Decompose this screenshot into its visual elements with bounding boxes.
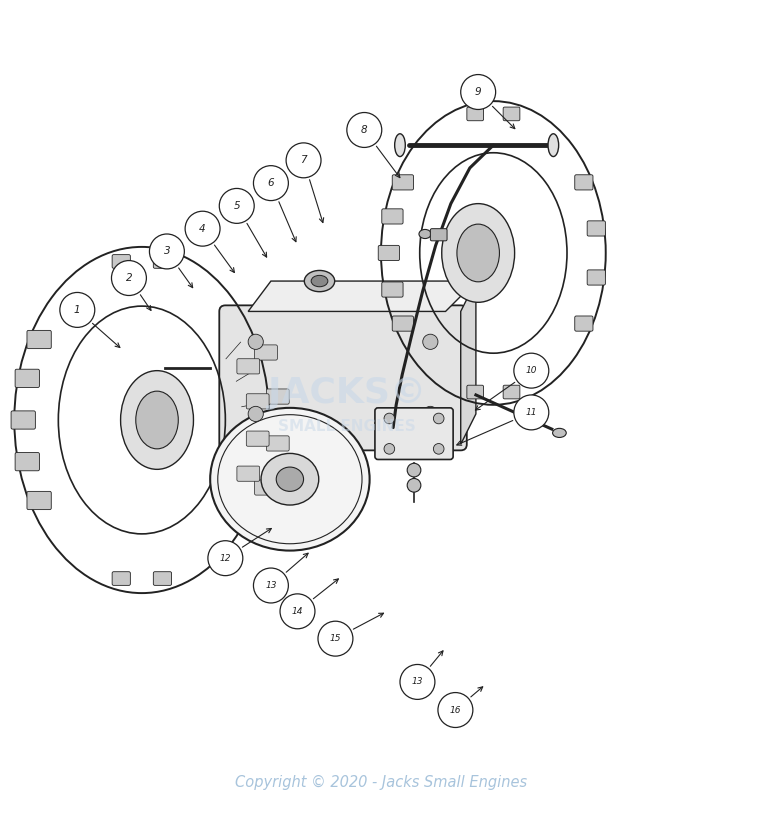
Circle shape — [248, 407, 264, 422]
Ellipse shape — [457, 224, 499, 282]
Circle shape — [149, 234, 184, 269]
Text: 2: 2 — [126, 273, 133, 283]
Circle shape — [318, 622, 353, 656]
Ellipse shape — [442, 203, 514, 302]
Circle shape — [254, 568, 288, 603]
Ellipse shape — [419, 229, 431, 239]
Text: 12: 12 — [219, 554, 231, 563]
FancyBboxPatch shape — [112, 572, 130, 585]
Text: 13: 13 — [411, 677, 423, 686]
Ellipse shape — [304, 270, 335, 291]
Circle shape — [185, 211, 220, 246]
FancyBboxPatch shape — [27, 491, 51, 510]
Text: 4: 4 — [200, 223, 206, 234]
Circle shape — [434, 444, 444, 454]
Text: 16: 16 — [450, 706, 461, 715]
FancyBboxPatch shape — [588, 221, 605, 236]
Circle shape — [407, 479, 421, 492]
Text: 1: 1 — [74, 305, 81, 315]
Circle shape — [423, 407, 438, 422]
Text: 15: 15 — [330, 634, 341, 643]
FancyBboxPatch shape — [575, 316, 593, 331]
FancyBboxPatch shape — [246, 394, 269, 409]
FancyBboxPatch shape — [378, 245, 399, 260]
Text: Copyright © 2020 - Jacks Small Engines: Copyright © 2020 - Jacks Small Engines — [235, 775, 527, 790]
FancyBboxPatch shape — [267, 436, 289, 451]
Ellipse shape — [210, 408, 370, 550]
FancyBboxPatch shape — [219, 306, 467, 450]
FancyBboxPatch shape — [15, 370, 40, 387]
Text: 9: 9 — [475, 87, 482, 97]
Text: 6: 6 — [267, 178, 274, 188]
Circle shape — [280, 594, 315, 629]
Circle shape — [254, 165, 288, 201]
FancyBboxPatch shape — [153, 572, 171, 585]
Ellipse shape — [548, 134, 559, 156]
FancyBboxPatch shape — [27, 330, 51, 349]
Circle shape — [407, 464, 421, 477]
FancyBboxPatch shape — [382, 209, 403, 224]
FancyBboxPatch shape — [575, 175, 593, 190]
Text: JACKS©: JACKS© — [267, 376, 426, 411]
Ellipse shape — [136, 391, 178, 449]
Circle shape — [384, 413, 395, 424]
Circle shape — [461, 75, 495, 109]
Circle shape — [434, 413, 444, 424]
Text: 13: 13 — [265, 581, 277, 590]
Circle shape — [514, 395, 549, 430]
Text: SMALL ENGINES: SMALL ENGINES — [278, 418, 416, 433]
FancyBboxPatch shape — [375, 408, 453, 459]
FancyBboxPatch shape — [392, 316, 414, 331]
Text: 3: 3 — [164, 246, 170, 256]
Ellipse shape — [552, 428, 566, 438]
FancyBboxPatch shape — [392, 175, 414, 190]
Polygon shape — [248, 281, 476, 312]
FancyBboxPatch shape — [503, 386, 520, 399]
Circle shape — [111, 260, 146, 296]
Circle shape — [400, 664, 435, 700]
FancyBboxPatch shape — [237, 466, 260, 481]
FancyBboxPatch shape — [246, 431, 269, 446]
Ellipse shape — [311, 276, 328, 286]
Ellipse shape — [277, 467, 303, 491]
Circle shape — [384, 444, 395, 454]
FancyBboxPatch shape — [11, 411, 35, 429]
Circle shape — [514, 353, 549, 388]
Text: 10: 10 — [526, 366, 537, 375]
FancyBboxPatch shape — [382, 282, 403, 297]
Ellipse shape — [261, 454, 319, 505]
Text: 14: 14 — [292, 606, 303, 616]
Circle shape — [423, 334, 438, 349]
FancyBboxPatch shape — [503, 107, 520, 121]
FancyBboxPatch shape — [237, 359, 260, 374]
Text: 5: 5 — [233, 201, 240, 211]
FancyBboxPatch shape — [267, 389, 289, 404]
Text: 11: 11 — [526, 408, 537, 417]
FancyBboxPatch shape — [467, 386, 484, 399]
FancyBboxPatch shape — [15, 453, 40, 470]
Circle shape — [438, 692, 473, 727]
FancyBboxPatch shape — [255, 480, 277, 495]
FancyBboxPatch shape — [255, 345, 277, 360]
FancyBboxPatch shape — [153, 255, 171, 268]
Circle shape — [208, 541, 243, 575]
Ellipse shape — [395, 134, 405, 156]
FancyBboxPatch shape — [588, 270, 605, 285]
Text: 8: 8 — [361, 125, 367, 135]
Circle shape — [286, 143, 321, 178]
Circle shape — [219, 188, 255, 223]
Ellipse shape — [120, 370, 194, 470]
FancyBboxPatch shape — [431, 228, 447, 241]
FancyBboxPatch shape — [467, 107, 484, 121]
FancyBboxPatch shape — [112, 255, 130, 268]
Polygon shape — [461, 281, 476, 444]
Circle shape — [248, 334, 264, 349]
Circle shape — [60, 292, 94, 328]
Circle shape — [347, 113, 382, 148]
Text: 7: 7 — [300, 155, 307, 165]
